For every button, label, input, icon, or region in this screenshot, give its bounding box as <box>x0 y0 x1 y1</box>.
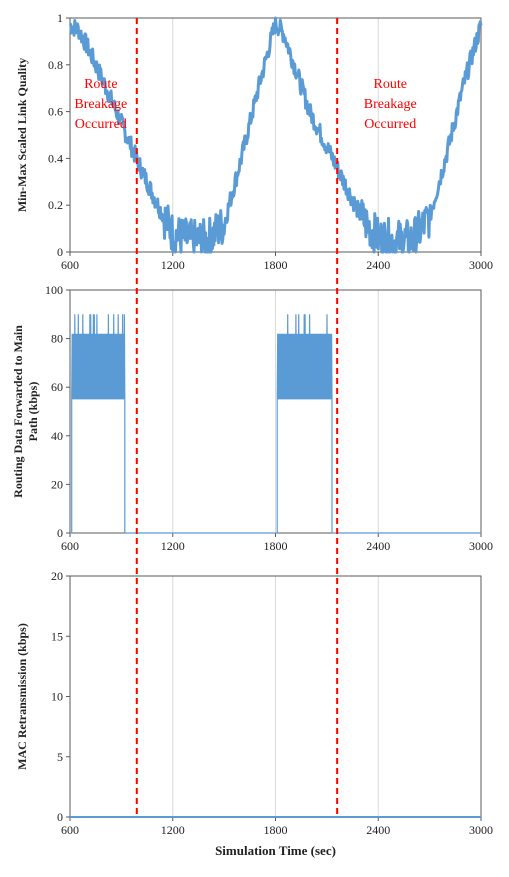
annotation-line: Occurred <box>364 117 416 132</box>
y-axis-label-line: Routing Data Forwarded to Main <box>11 325 25 498</box>
y-tick-label: 100 <box>45 283 63 297</box>
y-axis-label-line: MAC Retransmission (kbps) <box>15 623 29 770</box>
x-tick-label: 1200 <box>161 539 185 553</box>
x-tick-label: 600 <box>61 539 79 553</box>
y-axis-label: Min-Max Scaled Link Quality <box>15 58 29 212</box>
route-breakage-annotation: Route Breakage Occurred <box>74 77 127 132</box>
y-axis-label: Routing Data Forwarded to MainPath (kbps… <box>11 325 40 498</box>
routing-data-series <box>275 314 481 534</box>
mac-retransmission-chart: 0 5 10 15 20 600 1200 1800 2400 3000 MAC Retransmi… <box>15 569 493 858</box>
x-tick-label: 1200 <box>161 823 185 837</box>
y-tick-label: 10 <box>51 690 63 704</box>
x-tick-label: 2400 <box>366 539 390 553</box>
x-tick-label: 3000 <box>469 539 493 553</box>
y-tick-label: 0 <box>57 245 63 259</box>
x-tick-label: 1800 <box>264 823 288 837</box>
x-tick-label: 600 <box>61 823 79 837</box>
y-tick-label: 20 <box>51 477 63 491</box>
annotation-line: Route <box>84 77 117 92</box>
y-tick-label: 0.2 <box>48 198 63 212</box>
x-tick-label: 3000 <box>469 258 493 272</box>
y-tick-label: 0.4 <box>48 151 63 165</box>
x-tick-label: 1800 <box>264 258 288 272</box>
annotation-line: Occurred <box>75 117 127 132</box>
y-tick-label: 0.6 <box>48 105 63 119</box>
y-tick-label: 5 <box>57 750 63 764</box>
x-tick-label: 2400 <box>366 823 390 837</box>
y-tick-label: 0 <box>57 526 63 540</box>
annotation-line: Breakage <box>364 97 417 112</box>
link-quality-series <box>68 16 483 254</box>
link-quality-chart: 0 0.2 0.4 0.6 0.8 1 600 1200 1800 2400 3000 Min-Max… <box>15 11 493 272</box>
y-axis-label: MAC Retransmission (kbps) <box>15 623 29 770</box>
x-tick-label: 2400 <box>366 258 390 272</box>
routing-data-series <box>70 314 276 534</box>
x-axis-label: Simulation Time (sec) <box>215 843 336 858</box>
y-tick-label: 0 <box>57 810 63 824</box>
route-breakage-lines <box>135 18 339 817</box>
y-tick-label: 20 <box>51 569 63 583</box>
route-breakage-annotation: Route Breakage Occurred <box>364 77 417 132</box>
x-tick-label: 3000 <box>469 823 493 837</box>
y-tick-label: 60 <box>51 380 63 394</box>
annotation-line: Breakage <box>74 97 127 112</box>
routing-data-chart: 0 20 40 60 80 100 600 1200 1800 2400 3000 Routing D… <box>11 283 493 553</box>
y-tick-label: 1 <box>57 11 63 25</box>
y-axis-label-line: Min-Max Scaled Link Quality <box>15 58 29 212</box>
y-tick-label: 15 <box>51 629 63 643</box>
x-tick-label: 1200 <box>161 258 185 272</box>
y-tick-label: 0.8 <box>48 58 63 72</box>
y-tick-label: 80 <box>51 332 63 346</box>
x-tick-label: 600 <box>61 258 79 272</box>
y-axis-label-line: Path (kbps) <box>26 382 40 442</box>
route-breakage-annotations: Route Breakage Occurred Route Breakage Occurr… <box>74 77 416 132</box>
annotation-line: Route <box>374 77 407 92</box>
y-tick-label: 40 <box>51 429 63 443</box>
x-tick-label: 1800 <box>264 539 288 553</box>
